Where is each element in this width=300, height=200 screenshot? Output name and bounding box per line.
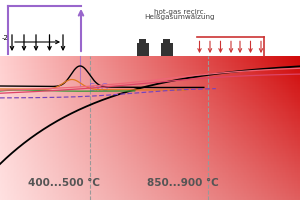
Text: 850...900 °C: 850...900 °C	[147, 178, 219, 188]
Bar	[0, 0, 300, 56]
Text: 400...500 °C: 400...500 °C	[28, 178, 100, 188]
Text: Heißgasumwälzung: Heißgasumwälzung	[145, 14, 215, 20]
Bar	[160, 43, 172, 56]
Text: -2: -2	[2, 35, 8, 41]
Bar	[139, 39, 146, 43]
Text: ExG: ExG	[88, 83, 108, 93]
Bar	[136, 43, 148, 56]
Text: hot-gas recirc.: hot-gas recirc.	[154, 9, 206, 15]
Bar	[163, 39, 170, 43]
